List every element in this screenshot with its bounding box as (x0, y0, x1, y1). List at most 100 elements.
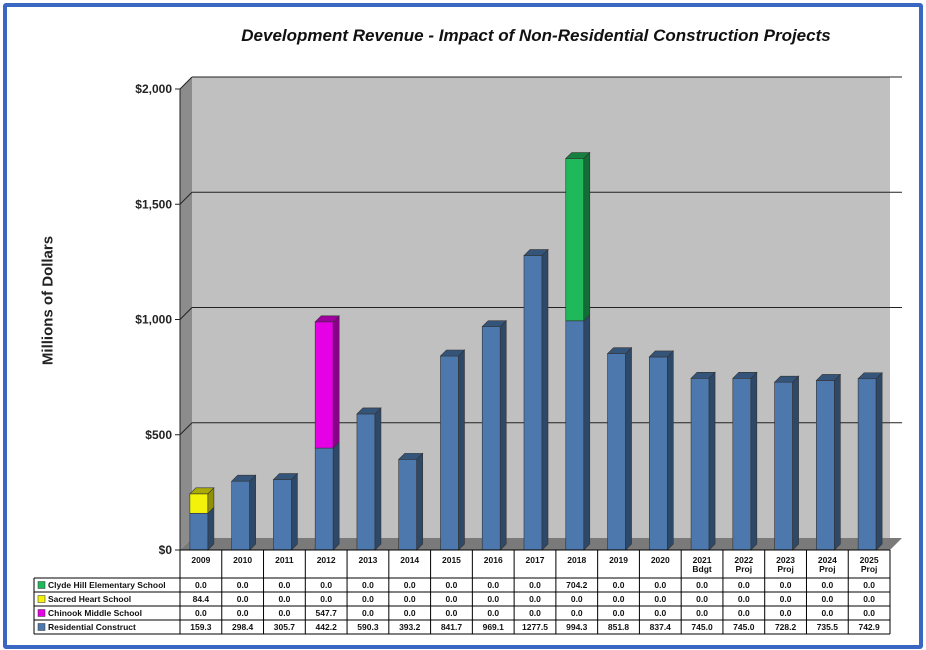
gridline-side (179, 307, 193, 320)
bar-clyde-hill-elementary-school-top (565, 152, 591, 159)
x-tick-label: 2024 (818, 555, 837, 565)
bar-residential-construct-side (792, 375, 799, 551)
y-tick-label: $1,500 (135, 197, 172, 211)
table-cell: 0.0 (404, 608, 416, 618)
table-cell: 704.2 (566, 580, 588, 590)
legend-label: Sacred Heart School (48, 594, 131, 604)
bar-residential-construct-top (356, 407, 382, 415)
table-cell: 0.0 (863, 580, 875, 590)
x-tick-label: 2025 (860, 555, 879, 565)
table-cell: 745.0 (733, 622, 755, 632)
bar-residential-construct (732, 377, 752, 551)
table-cell: 0.0 (613, 608, 625, 618)
table-cell: 0.0 (780, 594, 792, 604)
table-cell: 0.0 (362, 594, 374, 604)
bar-residential-construct-side (541, 248, 549, 551)
table-cell: 0.0 (320, 594, 332, 604)
table-cell: 547.7 (316, 608, 338, 618)
bar-residential-construct-side (332, 441, 340, 551)
table-cell: 84.4 (193, 594, 210, 604)
x-tick-label: 2011 (275, 555, 294, 565)
bar-clyde-hill-elementary-school (565, 158, 585, 322)
gridline-side (179, 191, 193, 205)
table-cell: 0.0 (446, 608, 458, 618)
bar-residential-construct (440, 355, 459, 551)
bar-residential-construct-side (458, 349, 465, 551)
x-tick-label: 2023 (776, 555, 795, 565)
bar-residential-construct-top (648, 350, 675, 358)
table-cell: 1277.5 (522, 622, 548, 632)
table-cell: 0.0 (278, 580, 290, 590)
bar-residential-construct-side (416, 452, 424, 551)
table-cell: 393.2 (399, 622, 421, 632)
bar-residential-construct (648, 356, 668, 551)
x-tick-label: 2017 (526, 555, 545, 565)
table-cell: 0.0 (654, 580, 666, 590)
legend-label: Residential Construct (48, 622, 136, 632)
table-cell: 0.0 (362, 608, 374, 618)
table-cell: 742.9 (858, 622, 880, 632)
table-cell: 0.0 (863, 594, 875, 604)
bar-residential-construct-side (708, 371, 716, 551)
y-tick-label: $2,000 (135, 82, 172, 96)
table-cell: 0.0 (571, 594, 583, 604)
table-cell: 0.0 (738, 608, 750, 618)
bar-residential-construct-side (875, 372, 883, 551)
bar-residential-construct (774, 381, 793, 551)
x-tick-label: 2010 (233, 555, 252, 565)
legend-swatch (37, 609, 46, 617)
bar-clyde-hill-elementary-school-side (583, 151, 591, 322)
bar-residential-construct-side (374, 407, 382, 551)
legend-swatch (37, 623, 46, 631)
bar-sacred-heart-school-top (189, 487, 215, 495)
bar-sacred-heart-school (189, 493, 209, 514)
x-tick-label: 2013 (358, 555, 377, 565)
table-cell: 0.0 (571, 608, 583, 618)
table-cell: 728.2 (775, 622, 797, 632)
table-cell: 0.0 (278, 608, 290, 618)
x-tick-label: Proj (819, 564, 836, 574)
x-tick-label: 2015 (442, 555, 461, 565)
gridline-side (179, 76, 193, 90)
bar-residential-construct-side (834, 373, 841, 551)
legend-label: Clyde Hill Elementary School (48, 580, 166, 590)
table-cell: 0.0 (404, 594, 416, 604)
table-cell: 837.4 (650, 622, 672, 632)
table-cell: 0.0 (821, 594, 833, 604)
table-cell: 0.0 (821, 608, 833, 618)
table-cell: 0.0 (780, 580, 792, 590)
table-cell: 0.0 (821, 580, 833, 590)
table-cell: 0.0 (696, 580, 708, 590)
table-cell: 0.0 (237, 608, 249, 618)
table-cell: 0.0 (738, 580, 750, 590)
bar-residential-construct-top (690, 371, 716, 379)
table-cell: 0.0 (613, 580, 625, 590)
table-cell: 969.1 (483, 622, 505, 632)
table-cell: 0.0 (863, 608, 875, 618)
bar-residential-construct-top (397, 453, 424, 460)
x-tick-label: Bdgt (692, 564, 712, 574)
bar-residential-construct (231, 480, 250, 551)
y-tick-label: $1,000 (135, 313, 172, 327)
table-cell: 0.0 (404, 580, 416, 590)
bar-residential-construct (481, 326, 501, 551)
table-cell: 0.0 (195, 580, 207, 590)
table-cell: 0.0 (529, 608, 541, 618)
x-tick-label: 2014 (400, 555, 419, 565)
x-tick-label: 2012 (317, 555, 336, 565)
x-tick-label: 2019 (609, 555, 628, 565)
y-tick-label: $500 (145, 428, 172, 442)
table-cell: 0.0 (487, 580, 499, 590)
x-tick-label: 2009 (191, 555, 210, 565)
bar-residential-construct (314, 447, 334, 551)
table-cell: 0.0 (613, 594, 625, 604)
bar-residential-construct-side (583, 314, 591, 551)
table-cell: 0.0 (446, 594, 458, 604)
table-cell: 0.0 (738, 594, 750, 604)
bar-residential-construct-top (773, 375, 800, 383)
legend-swatch (37, 581, 46, 589)
table-cell: 0.0 (529, 580, 541, 590)
bar-chinook-middle-school-top (314, 315, 340, 323)
table-cell: 0.0 (487, 608, 499, 618)
table-cell: 0.0 (278, 594, 290, 604)
